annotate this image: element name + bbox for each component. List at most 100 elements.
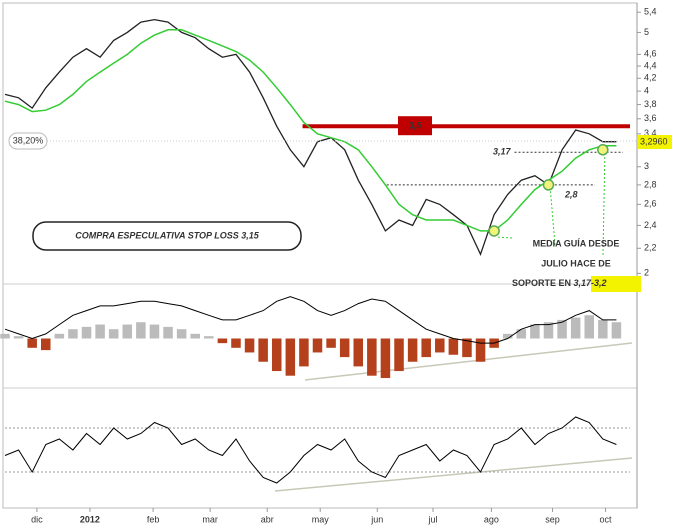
fib-label: 38,20% [13,135,44,145]
note: SOPORTE EN 3,17-3,2 [512,278,607,288]
histogram-bar [598,319,608,339]
note: MEDIA GUÍA DESDE [533,238,620,248]
x-tick-label: mar [202,514,218,524]
support-point [597,144,609,156]
histogram-bar [502,333,513,339]
histogram-bar [68,329,78,339]
histogram-bar [271,338,282,372]
y-tick-label: 2,8 [644,179,657,189]
support-arrow [496,236,513,239]
histogram-bar [95,324,105,339]
histogram-bar [570,317,581,339]
x-tick-label: oct [600,514,613,524]
histogram-bar [54,333,65,339]
histogram-bar [462,338,472,358]
note-highlighted: 3,17-3,2 [574,278,607,288]
y-tick-label: 3,4 [644,128,657,138]
last-value-label: 3,2960 [640,136,668,146]
level-label: 3,5 [409,121,423,131]
histogram-bar [136,322,146,339]
histogram-bar [176,329,187,339]
trendline [304,342,633,381]
note-highlight [591,276,641,292]
y-tick-label: 4,4 [644,60,657,70]
support-arrow [602,155,606,256]
y-tick-label: 4,6 [644,49,657,59]
histogram-bar [380,338,391,379]
histogram-bar [543,322,554,339]
histogram-bar [353,338,364,367]
histogram-bar [435,338,445,353]
note: COMPRA ESPECULATIVA STOP LOSS 3,15 [75,230,260,240]
histogram-bar [204,336,214,339]
x-tick-label: may [312,514,330,524]
histogram-bar [149,324,160,339]
x-tick-label: jul [427,514,437,524]
level-label: 3,17 [493,147,512,157]
histogram-bar [339,338,350,358]
histogram-bar [407,338,418,362]
histogram-bar [122,324,133,339]
histogram-bar [163,326,173,339]
y-tick-label: 3 [644,161,649,171]
histogram-bar [516,329,527,339]
y-tick-label: 2,4 [644,220,657,230]
x-tick-label: sep [545,514,560,524]
histogram-bar [611,322,622,339]
price-line [4,18,617,257]
x-tick-label: dic [31,514,43,524]
histogram-bar [231,338,241,348]
histogram-bar [530,324,540,339]
histogram-bar [421,338,431,358]
histogram-bar [0,333,10,339]
macd-line [4,296,617,344]
histogram-bar [475,338,486,362]
x-tick-label: abr [261,514,274,524]
level-label: 2,8 [564,189,578,199]
y-tick-label: 4 [644,85,649,95]
histogram-bar [584,315,594,339]
last-value-box [638,135,672,150]
histogram-bar [326,338,336,348]
support-point [488,225,500,237]
histogram-bar [27,338,37,348]
histogram-bar [244,338,255,353]
x-tick-label: feb [147,514,160,524]
y-tick-label: 2 [644,268,649,278]
histogram-bar [557,319,567,339]
histogram-bar [217,338,228,344]
y-tick-label: 4,2 [644,73,657,83]
histogram-bar [285,338,296,376]
trendline [274,457,633,492]
histogram-bar [448,338,459,355]
support-point [542,179,555,191]
x-tick-label: ago [484,514,499,524]
level-label-box [398,116,432,136]
y-tick-label: 5,4 [644,7,657,17]
note-box [32,221,302,251]
note-part: SOPORTE EN [512,278,574,288]
moving-average [4,29,617,232]
oscillator-line [4,416,617,484]
histogram-bar [81,326,92,339]
x-tick-label: jun [370,514,383,524]
y-tick-label: 3,8 [644,99,657,109]
y-tick-label: 2,2 [644,243,657,253]
histogram-bar [13,336,24,339]
histogram-bar [190,333,200,339]
y-tick-label: 3,6 [644,113,657,123]
support-arrow [549,190,556,246]
histogram-bar [108,329,119,339]
x-tick-label: 2012 [80,514,100,524]
histogram-bar [394,338,404,372]
y-tick-label: 2,6 [644,199,657,209]
note: JULIO HACE DE [541,258,611,268]
histogram-bar [258,338,268,362]
y-tick-label: 5 [644,27,649,37]
histogram-bar [299,338,309,367]
histogram-bar [312,338,323,353]
histogram-bar [367,338,377,376]
histogram-bar [41,338,51,351]
